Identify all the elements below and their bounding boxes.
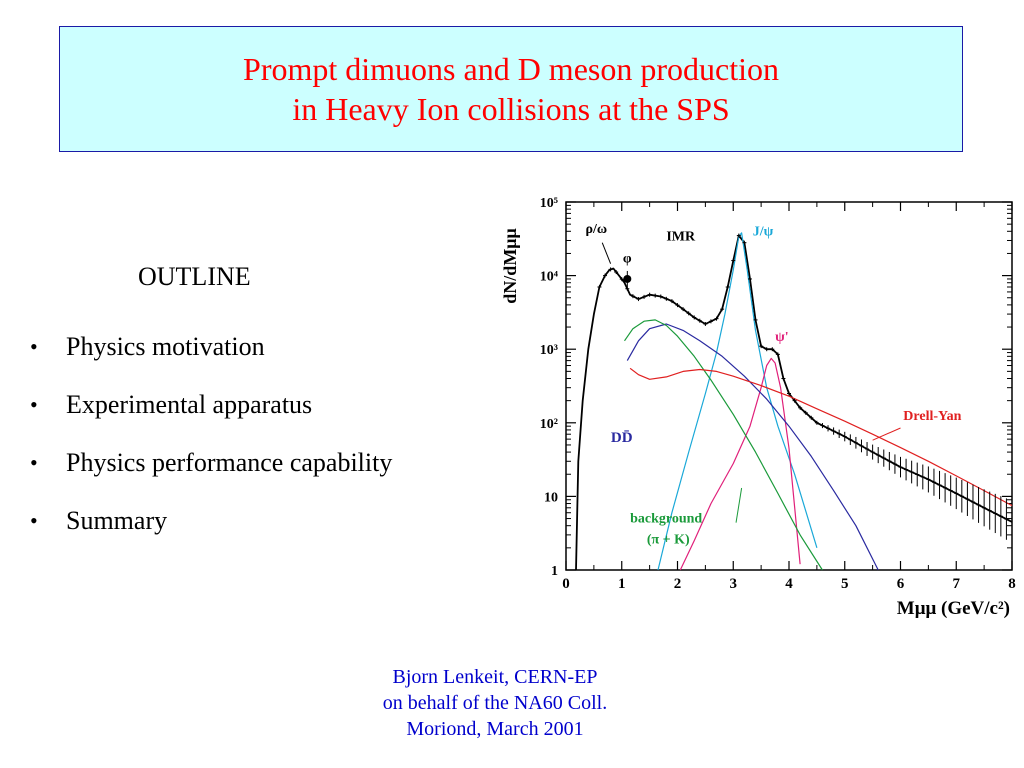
outline-item: • Summary xyxy=(30,492,392,550)
title-line-2: in Heavy Ion collisions at the SPS xyxy=(292,91,730,127)
x-tick-label: 1 xyxy=(618,576,626,592)
x-tick-label: 3 xyxy=(730,576,738,592)
x-tick-label: 5 xyxy=(841,576,849,592)
x-tick-label: 6 xyxy=(897,576,905,592)
y-tick-label: 10⁴ xyxy=(540,270,559,285)
background-label: background xyxy=(630,512,702,527)
x-tick-label: 2 xyxy=(674,576,682,592)
bullet-icon: • xyxy=(30,334,38,359)
bullet-icon: • xyxy=(30,450,38,475)
outline-item: • Experimental apparatus xyxy=(30,376,392,434)
rho-omega-arrow xyxy=(601,242,612,264)
rho-omega-label: ρ/ω xyxy=(586,222,608,237)
jpsi-label: J/ψ xyxy=(753,225,774,240)
footer-collaboration: on behalf of the NA60 Coll. xyxy=(382,692,608,714)
outline-item-label: Physics motivation xyxy=(66,332,265,361)
footer-event: Moriond, March 2001 xyxy=(406,718,584,740)
psi-prime-label: ψ' xyxy=(775,330,789,345)
x-axis-title: Mμμ (GeV/c²) xyxy=(897,598,1010,619)
outline-heading: OUTLINE xyxy=(138,262,251,291)
bullet-icon: • xyxy=(30,392,38,417)
x-tick-label: 8 xyxy=(1008,576,1016,592)
background-sub-label: (π + K) xyxy=(647,532,690,547)
series-line-- xyxy=(679,357,801,571)
y-tick-label: 10³ xyxy=(540,343,558,358)
footer: Bjorn Lenkeit, CERN-EP on behalf of the … xyxy=(360,664,630,742)
y-axis-title: dN/dMμμ xyxy=(500,228,520,303)
y-tick-label: 1 xyxy=(551,564,558,579)
phi-label: φ xyxy=(623,252,632,267)
series-line-dd- xyxy=(626,323,879,571)
outline-item-label: Physics performance capability xyxy=(66,448,393,477)
outline-item: • Physics motivation xyxy=(30,318,392,376)
drell-yan-arrow xyxy=(872,427,901,441)
title-box: Prompt dimuons and D meson production in… xyxy=(59,26,963,152)
y-tick-label: 10⁵ xyxy=(540,196,558,211)
x-tick-label: 4 xyxy=(785,576,793,592)
y-tick-label: 10² xyxy=(540,417,558,432)
title-line-1: Prompt dimuons and D meson production xyxy=(243,51,779,87)
x-tick-label: 7 xyxy=(953,576,961,592)
x-tick-label: 0 xyxy=(562,576,570,592)
bullet-icon: • xyxy=(30,508,38,533)
footer-author: Bjorn Lenkeit, CERN-EP xyxy=(392,666,598,688)
imr-label: IMR xyxy=(666,229,696,244)
drell-yan-label: Drell-Yan xyxy=(903,409,961,424)
outline-item: • Physics performance capability xyxy=(30,434,392,492)
series-line-background-k- xyxy=(624,319,823,571)
outline-item-label: Experimental apparatus xyxy=(66,390,313,419)
series-line-drell-yan xyxy=(629,367,1013,507)
y-tick-label: 10 xyxy=(544,490,558,505)
outline-item-label: Summary xyxy=(66,506,168,535)
outline-list: • Physics motivation • Experimental appara… xyxy=(30,318,392,550)
background-arrow xyxy=(735,487,743,523)
dd-label: DD̄ xyxy=(611,430,633,446)
